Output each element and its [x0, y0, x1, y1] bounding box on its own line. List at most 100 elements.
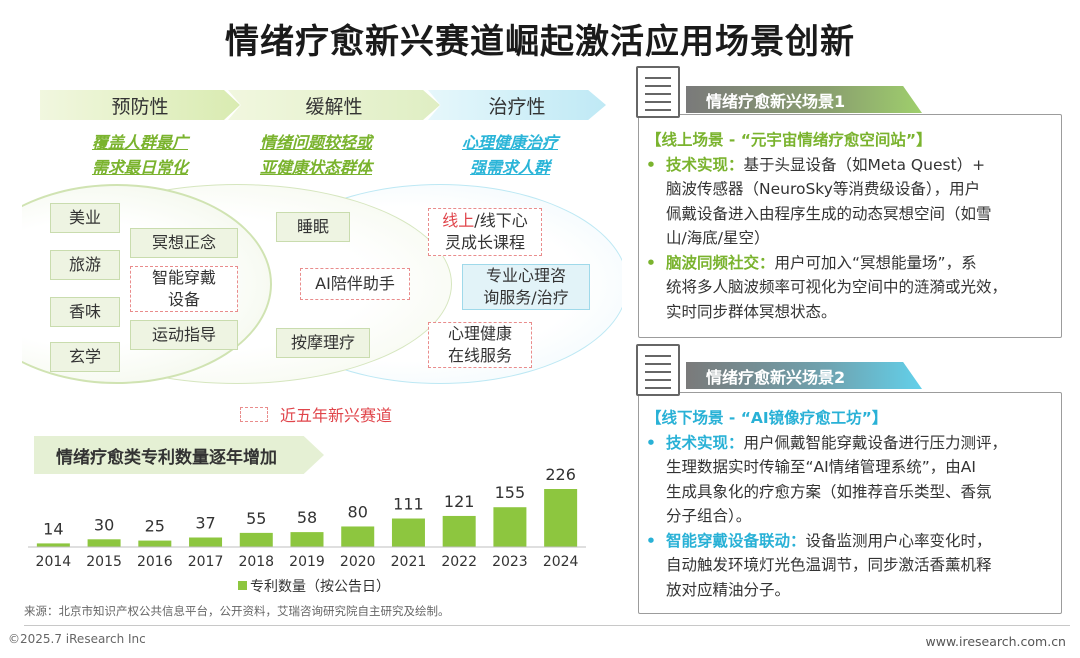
tag-sport-guidance: 运动指导 [130, 320, 238, 350]
bullet-text: 用户可加入“冥想能量场”，系 [774, 253, 977, 272]
scene2-body: 【线下场景 - “AI镜像疗愈工坊”】 • 技术实现：用户佩戴智能穿戴设备进行压… [646, 406, 1058, 602]
feature-line: 需求最日常化 [91, 158, 188, 177]
bullet-line: 技术实现：用户佩戴智能穿戴设备进行压力测评， [666, 431, 1007, 456]
bullet-line: 佩戴设备进入由程序生成的动态冥想空间（如雪 [666, 204, 992, 223]
bullet-content: 技术实现：用户佩戴智能穿戴设备进行压力测评， 生理数据实时传输至“AI情绪管理系… [666, 431, 1007, 529]
tag-text: /线下心 [474, 211, 528, 230]
scene2-bullet-wearable: • 智能穿戴设备联动：设备监测用户心率变化时， 自动触发环境灯光色温调节，同步激… [646, 529, 1058, 603]
bar-2015 [87, 539, 121, 547]
bullet-dot: • [646, 433, 656, 452]
tag-ai-companion: AI陪伴助手 [300, 268, 410, 300]
tag-highlight: 线上 [442, 211, 475, 230]
data-label-2015: 30 [94, 515, 114, 534]
stage-treatment-feature: 心理健康治疗 强需求人群 [430, 130, 590, 180]
feature-line: 强需求人群 [469, 158, 550, 177]
x-tick-2018: 2018 [238, 554, 274, 570]
tag-line: 线上/线下心 [442, 210, 527, 232]
dashed-box-icon [240, 406, 268, 422]
bullet-line: 生理数据实时传输至“AI情绪管理系统”，由AI [666, 458, 976, 476]
document-icon [636, 66, 680, 118]
legend-swatch [238, 581, 247, 590]
x-tick-2023: 2023 [492, 554, 528, 570]
bar-2023 [493, 507, 527, 547]
keyword: 技术实现： [666, 433, 744, 452]
scene2-heading: 【线下场景 - “AI镜像疗愈工坊”】 [646, 409, 888, 427]
bar-2018 [239, 532, 273, 547]
x-tick-2016: 2016 [137, 554, 173, 570]
bullet-line: 山/海底/星空） [666, 229, 770, 247]
feature-line: 心理健康治疗 [461, 133, 558, 152]
scene1-bullet-tech: • 技术实现：基于头显设备（如Meta Quest）+ 脑波传感器（NeuroS… [646, 153, 1058, 251]
tag-metaphysics: 玄学 [50, 342, 120, 372]
tag-growth-course: 线上/线下心 灵成长课程 [428, 208, 542, 256]
bar-2021 [391, 518, 425, 547]
footer-copyright: ©2025.7 iResearch Inc [8, 632, 146, 646]
bullet-dot: • [646, 531, 656, 550]
data-label-2020: 80 [348, 502, 368, 521]
bar-2024 [544, 489, 578, 547]
data-label-2022: 121 [444, 492, 475, 511]
x-tick-2019: 2019 [289, 554, 325, 570]
scene1-card [638, 114, 1062, 338]
stage-preventive-feature: 覆盖人群最广 需求最日常化 [60, 130, 220, 180]
x-tick-2024: 2024 [543, 554, 579, 570]
bullet-content: 脑波同频社交：用户可加入“冥想能量场”，系 统将多人脑波频率可视化为空间中的涟漪… [666, 251, 1007, 325]
scene1-heading: 【线上场景 - “元宇宙情绪疗愈空间站”】 [646, 131, 932, 149]
bullet-text: 设备监测用户心率变化时， [805, 531, 992, 550]
bullet-line: 分子组合）。 [666, 507, 752, 525]
legend-label: 专利数量（按公告日） [250, 579, 390, 595]
x-tick-2021: 2021 [391, 554, 427, 570]
source-note: 来源：北京市知识产权公共信息平台，公开资料，艾瑞咨询研究院自主研究及绘制。 [24, 604, 450, 618]
footer-divider [24, 625, 1070, 626]
scene2-banner: 情绪疗愈新兴场景2 [686, 362, 922, 389]
data-label-2021: 111 [393, 495, 424, 514]
bullet-text: 基于头显设备（如Meta Quest）+ [743, 155, 986, 174]
x-tick-2017: 2017 [188, 554, 224, 570]
tag-pro-counseling: 专业心理咨 询服务/治疗 [462, 264, 590, 310]
bullet-line: 智能穿戴设备联动：设备监测用户心率变化时， [666, 529, 992, 554]
stage-relief: 缓解性 [228, 90, 440, 120]
document-icon [636, 344, 680, 396]
tag-line: 专业心理咨 [485, 266, 566, 285]
tag-meditation: 冥想正念 [130, 228, 238, 258]
tag-line: 心理健康 [447, 324, 512, 343]
bullet-content: 技术实现：基于头显设备（如Meta Quest）+ 脑波传感器（NeuroSky… [666, 153, 992, 251]
tag-scent: 香味 [50, 297, 120, 327]
legend-new-track: 近五年新兴赛道 [240, 402, 392, 426]
data-label-2017: 37 [195, 514, 215, 533]
data-label-2023: 155 [495, 483, 526, 502]
feature-line: 情绪问题较轻或 [259, 133, 372, 152]
bullet-content: 智能穿戴设备联动：设备监测用户心率变化时， 自动触发环境灯光色温调节，同步激活香… [666, 529, 992, 603]
tag-online-mental: 心理健康 在线服务 [428, 322, 532, 368]
bullet-line: 脑波同频社交：用户可加入“冥想能量场”，系 [666, 251, 1007, 276]
scene2-bullet-tech: • 技术实现：用户佩戴智能穿戴设备进行压力测评， 生理数据实时传输至“AI情绪管… [646, 431, 1058, 529]
tag-line: 询服务/治疗 [483, 288, 569, 307]
bar-2020 [341, 526, 375, 547]
bullet-line: 自动触发环境灯光色温调节，同步激活香薰机释 [666, 556, 992, 574]
bullet-line: 放对应精油分子。 [666, 580, 791, 599]
x-tick-2014: 2014 [36, 554, 72, 570]
page-title: 情绪疗愈新兴赛道崛起激活应用场景创新 [225, 22, 855, 62]
data-label-2019: 58 [297, 508, 317, 527]
bar-2016 [138, 540, 172, 547]
bullet-line: 统将多人脑波频率可视化为空间中的涟漪或光效， [666, 278, 1008, 296]
keyword: 技术实现： [666, 155, 744, 174]
data-label-2024: 226 [545, 465, 576, 484]
scene2-card [638, 392, 1062, 614]
bar-2022 [442, 515, 476, 547]
tag-sleep: 睡眠 [276, 212, 350, 242]
stage-relief-feature: 情绪问题较轻或 亚健康状态群体 [236, 130, 396, 180]
tag-smart-wearable: 智能穿戴 设备 [130, 266, 238, 312]
feature-line: 覆盖人群最广 [91, 133, 188, 152]
tag-line: 在线服务 [447, 346, 512, 365]
tag-line: 灵成长课程 [444, 233, 525, 252]
bullet-line: 脑波传感器（NeuroSky等消费级设备），用户 [666, 180, 981, 198]
x-tick-2020: 2020 [340, 554, 376, 570]
data-label-2018: 55 [246, 509, 266, 528]
keyword: 智能穿戴设备联动： [666, 531, 806, 550]
bullet-line: 实时同步群体冥想状态。 [666, 302, 837, 321]
stage-preventive: 预防性 [40, 90, 240, 120]
data-label-2016: 25 [145, 517, 165, 536]
stage-treatment: 治疗性 [428, 90, 606, 120]
